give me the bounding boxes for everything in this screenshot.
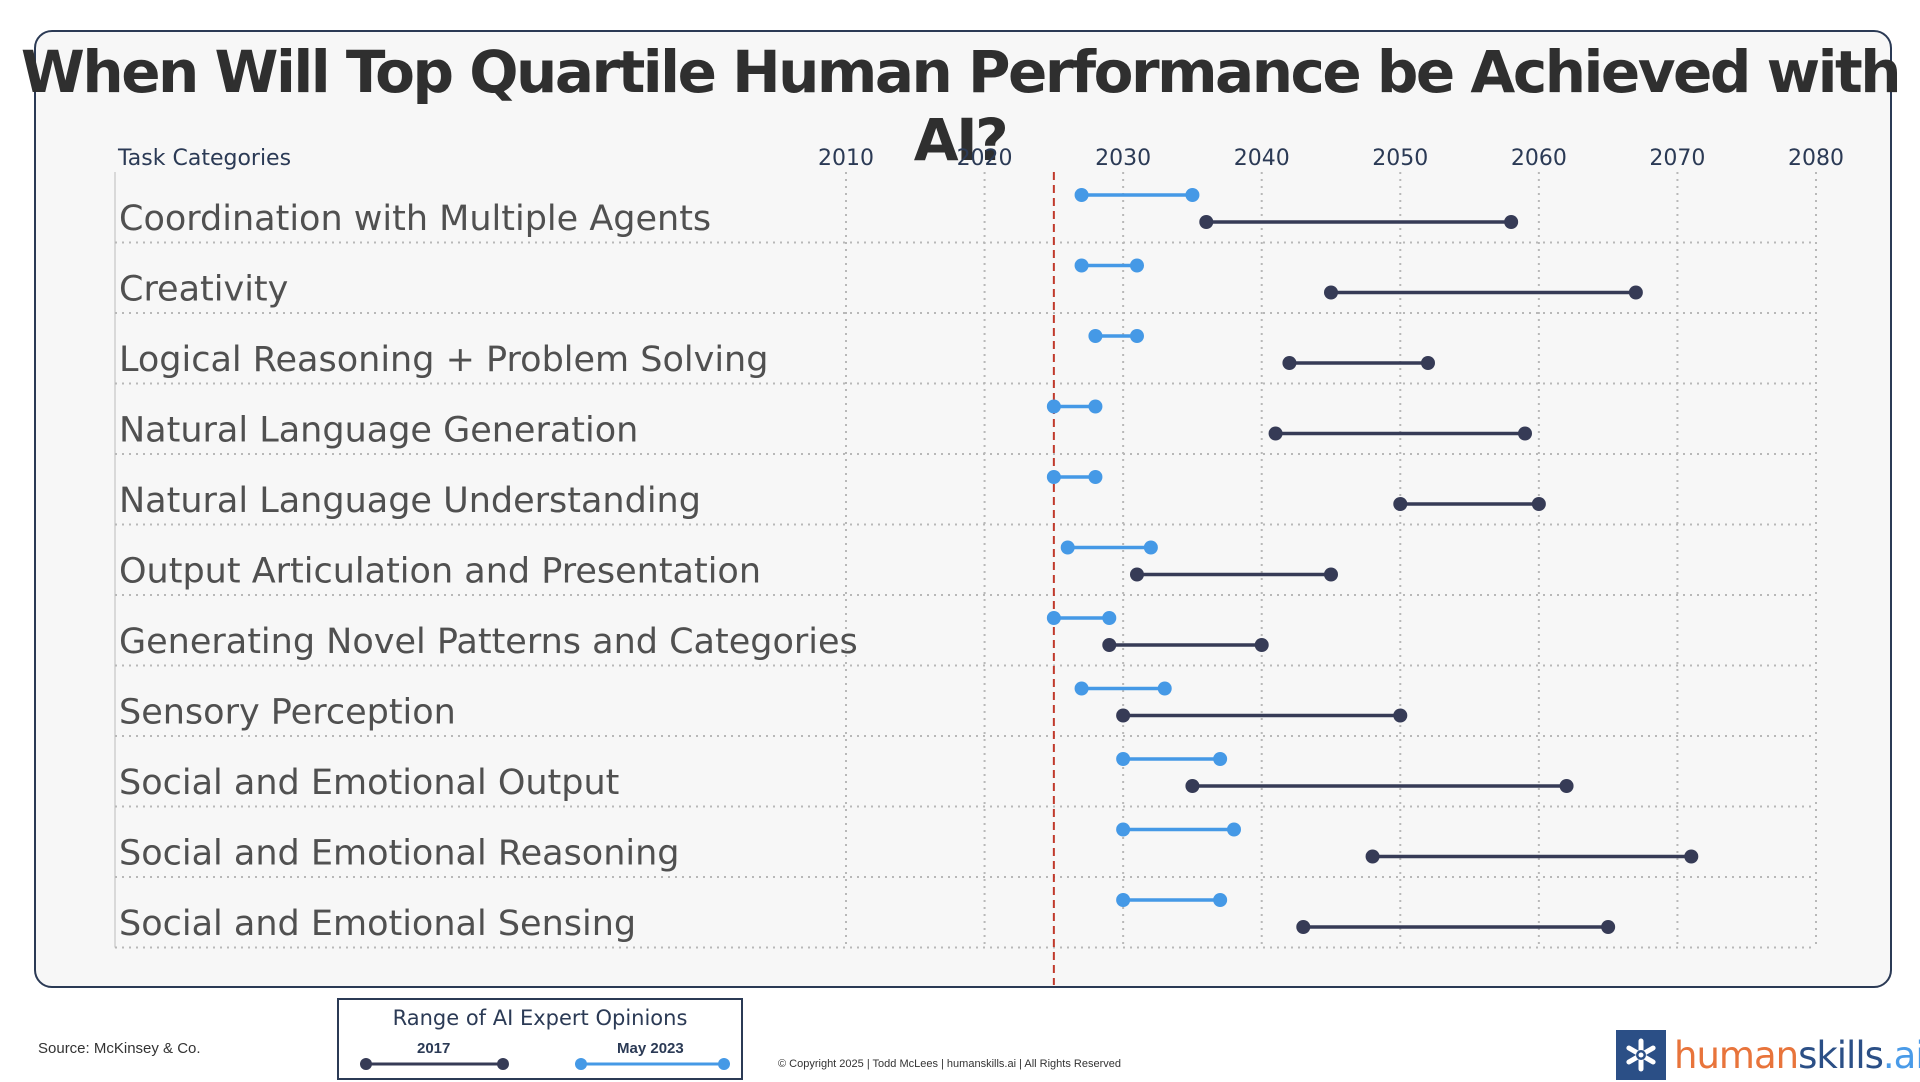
range-start-dot-2017 <box>1268 426 1283 441</box>
x-tick-label: 2080 <box>1788 146 1844 171</box>
range-start-dot-2017 <box>1199 215 1214 229</box>
category-axis-title: Task Categories <box>117 146 291 171</box>
range-end-dot-2017 <box>1504 215 1519 229</box>
legend-dot-2023-start <box>575 1058 587 1070</box>
category-label: Sensory Perception <box>119 693 456 733</box>
legend-title: Range of AI Expert Opinions <box>392 1006 688 1030</box>
logo-part-3: .ai <box>1882 1033 1920 1077</box>
brand-logo[interactable]: humanskills.ai <box>1616 1030 1920 1080</box>
x-tick-label: 2050 <box>1372 146 1428 171</box>
range-end-dot-may-2023 <box>1143 540 1158 555</box>
source-note: Source: McKinsey & Co. <box>38 1040 201 1057</box>
range-end-dot-2017 <box>1531 497 1546 511</box>
range-end-dot-may-2023 <box>1130 329 1144 343</box>
legend-dot-2017-end <box>497 1058 509 1070</box>
range-end-dot-2017 <box>1393 708 1408 723</box>
logo-part-1: human <box>1674 1033 1799 1077</box>
x-tick-label: 2060 <box>1511 146 1567 171</box>
logo-wordmark: humanskills.ai <box>1674 1034 1920 1077</box>
range-start-dot-may-2023 <box>1074 258 1089 273</box>
chart-frame <box>34 30 1892 988</box>
range-start-dot-may-2023 <box>1046 470 1061 484</box>
category-label: Social and Emotional Reasoning <box>119 834 680 874</box>
range-end-dot-may-2023 <box>1130 258 1144 273</box>
range-start-dot-2017 <box>1282 356 1297 370</box>
grid-layer <box>114 172 1817 949</box>
range-end-dot-may-2023 <box>1227 822 1241 837</box>
range-end-dot-may-2023 <box>1185 188 1200 202</box>
range-start-dot-2017 <box>1365 849 1380 864</box>
category-label: Social and Emotional Output <box>119 763 619 803</box>
x-tick-label: 2030 <box>1095 146 1151 171</box>
range-end-dot-2017 <box>1601 920 1616 934</box>
range-start-dot-2017 <box>1130 567 1144 582</box>
range-start-dot-may-2023 <box>1074 681 1089 696</box>
category-label: Logical Reasoning + Problem Solving <box>119 340 768 380</box>
range-end-dot-2017 <box>1559 779 1574 793</box>
legend-swatches <box>360 1058 730 1070</box>
range-end-dot-may-2023 <box>1102 611 1117 625</box>
range-start-dot-may-2023 <box>1088 329 1103 343</box>
chart-title: When Will Top Quartile Human Performance… <box>20 38 1902 174</box>
range-start-dot-2017 <box>1116 708 1131 723</box>
legend-label-2017: 2017 <box>417 1040 451 1057</box>
range-end-dot-2017 <box>1421 356 1435 370</box>
category-label: Natural Language Generation <box>119 411 638 451</box>
category-label: Coordination with Multiple Agents <box>119 199 711 239</box>
range-start-dot-may-2023 <box>1060 540 1075 555</box>
logo-part-2: skills <box>1798 1033 1884 1077</box>
legend: Range of AI Expert Opinions 2017 May 202… <box>337 998 743 1080</box>
range-start-dot-2017 <box>1393 497 1408 511</box>
category-label: Generating Novel Patterns and Categories <box>119 622 858 662</box>
range-start-dot-may-2023 <box>1116 893 1131 907</box>
category-label: Social and Emotional Sensing <box>119 904 636 944</box>
category-label: Natural Language Understanding <box>119 481 701 521</box>
x-tick-label: 2020 <box>957 146 1013 171</box>
range-start-dot-2017 <box>1185 779 1200 793</box>
copyright-note: © Copyright 2025 | Todd McLees | humansk… <box>778 1058 1121 1070</box>
dumbbell-chart: 2010 2020 2030 2040 2050 2060 2070 2080 Task Cat… <box>114 146 1844 985</box>
range-end-dot-may-2023 <box>1157 681 1172 696</box>
x-tick-label: 2040 <box>1234 146 1290 171</box>
range-start-dot-may-2023 <box>1116 752 1131 766</box>
range-end-dot-may-2023 <box>1213 893 1228 907</box>
legend-label-2023: May 2023 <box>617 1040 684 1057</box>
range-start-dot-may-2023 <box>1046 611 1061 625</box>
mark-layer <box>1046 188 1699 934</box>
range-end-dot-may-2023 <box>1088 399 1103 414</box>
legend-dot-2023-end <box>718 1058 730 1070</box>
range-end-dot-2017 <box>1324 567 1338 582</box>
range-start-dot-2017 <box>1102 638 1117 652</box>
label-layer: 2010 2020 2030 2040 2050 2060 2070 2080 Task Cat… <box>117 146 1844 944</box>
range-end-dot-2017 <box>1684 849 1699 864</box>
x-tick-label: 2070 <box>1649 146 1705 171</box>
range-end-dot-2017 <box>1518 426 1532 441</box>
range-end-dot-may-2023 <box>1213 752 1228 766</box>
range-end-dot-may-2023 <box>1088 470 1103 484</box>
category-label: Output Articulation and Presentation <box>119 552 761 592</box>
range-end-dot-2017 <box>1628 285 1643 300</box>
category-label: Creativity <box>119 270 288 310</box>
range-start-dot-may-2023 <box>1074 188 1089 202</box>
asterisk-icon <box>1616 1030 1666 1080</box>
range-start-dot-may-2023 <box>1116 822 1131 837</box>
range-start-dot-2017 <box>1296 920 1311 934</box>
legend-dot-2017-start <box>360 1058 372 1070</box>
range-start-dot-may-2023 <box>1046 399 1061 414</box>
x-tick-label: 2010 <box>818 146 874 171</box>
range-start-dot-2017 <box>1324 285 1338 300</box>
range-end-dot-2017 <box>1254 638 1269 652</box>
